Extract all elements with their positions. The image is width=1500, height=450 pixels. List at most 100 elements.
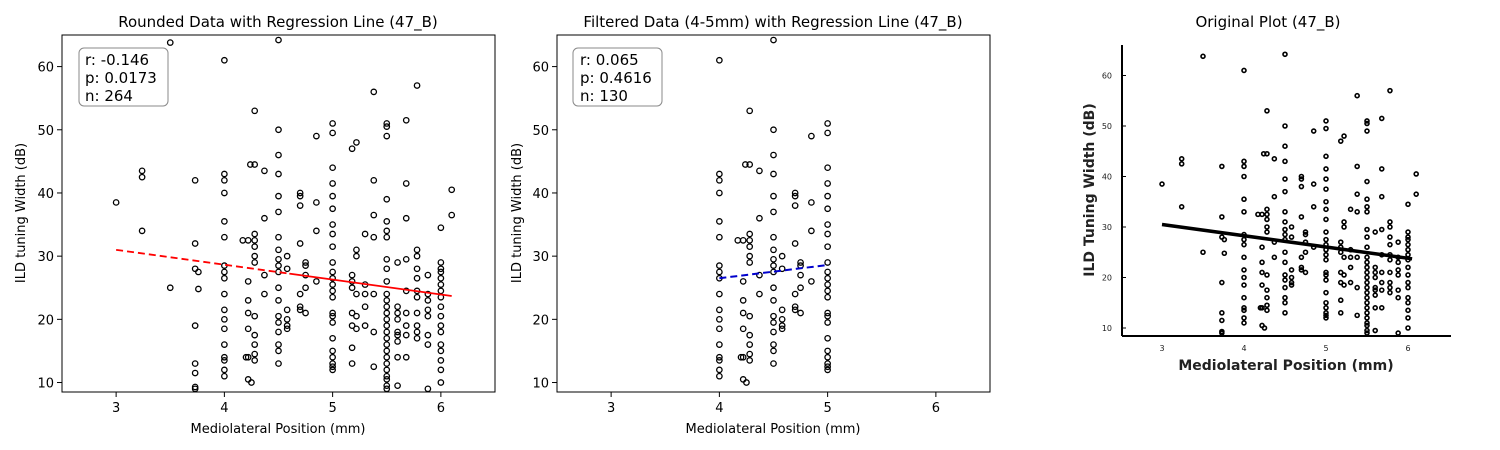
data-point [746, 357, 754, 364]
x-axis-ticks: 3 4 5 6 [607, 392, 940, 416]
data-point [402, 116, 410, 124]
data-point [1282, 123, 1288, 129]
data-point [1219, 279, 1225, 286]
data-point [413, 334, 421, 342]
y-tick-label: 30 [1102, 223, 1112, 232]
x-tick-label: 5 [328, 401, 336, 416]
data-point [437, 322, 445, 330]
data-point [746, 252, 754, 260]
data-point [348, 344, 356, 352]
data-point [1264, 216, 1270, 223]
data-point [348, 271, 356, 279]
data-point [746, 230, 754, 238]
data-point [275, 360, 282, 367]
data-point [370, 290, 378, 298]
data-point [383, 290, 391, 298]
y-tick-label: 20 [532, 313, 549, 328]
data-point [1364, 304, 1370, 311]
data-point [1241, 320, 1247, 326]
data-point [283, 325, 291, 333]
data-point [251, 350, 259, 358]
stat-r: r: 0.065 [580, 51, 639, 69]
data-point [1364, 320, 1370, 326]
data-point [437, 328, 445, 336]
data-point [1271, 193, 1278, 200]
data-point [313, 132, 320, 140]
data-point [1378, 226, 1385, 233]
data-point [1323, 312, 1329, 319]
data-point [1323, 269, 1329, 276]
data-point [791, 202, 799, 209]
data-point [191, 360, 199, 367]
data-point [824, 293, 831, 301]
data-point [329, 293, 336, 301]
data-point [1364, 299, 1370, 306]
data-point [791, 240, 799, 247]
data-point [383, 255, 391, 263]
x-axis-label: Mediolateral Position (mm) [686, 422, 861, 437]
x-tick-label: 6 [932, 401, 940, 416]
data-point [778, 315, 786, 323]
data-point [1354, 92, 1360, 99]
data-point [1259, 211, 1265, 218]
data-point [756, 167, 763, 175]
data-point [716, 56, 723, 64]
data-point [746, 259, 754, 266]
data-point [383, 376, 391, 383]
y-tick-label: 20 [37, 313, 54, 328]
data-point [437, 281, 445, 288]
data-point [1323, 299, 1329, 306]
y-tick-label: 10 [37, 377, 54, 392]
data-point [1241, 254, 1247, 261]
data-point [221, 357, 228, 364]
data-point [437, 366, 445, 374]
data-point [329, 243, 336, 251]
data-point [1264, 302, 1270, 309]
data-point [1264, 206, 1270, 213]
data-point [1264, 108, 1270, 114]
data-point [166, 284, 174, 292]
data-point [1364, 226, 1370, 233]
data-point [1219, 310, 1225, 316]
data-point [1372, 304, 1378, 311]
data-point [1364, 264, 1370, 271]
data-point [413, 252, 421, 260]
y-axis-label: ILD Tuning Width (dB) [1082, 103, 1098, 277]
data-point [791, 303, 799, 311]
data-point [394, 303, 401, 311]
data-point [1159, 181, 1165, 187]
data-point [402, 322, 410, 330]
data-point [1387, 284, 1393, 291]
data-point [770, 246, 777, 254]
data-point [1282, 51, 1288, 58]
data-point [824, 353, 831, 361]
x-axis-ticks: 3 4 5 6 [112, 392, 445, 416]
data-point [1264, 294, 1270, 301]
data-point [296, 240, 304, 247]
data-point [1364, 118, 1370, 124]
data-point [296, 189, 304, 197]
data-point [797, 259, 804, 266]
data-point [221, 56, 228, 64]
data-point [251, 237, 259, 244]
data-point [746, 350, 754, 358]
data-point [353, 312, 360, 320]
data-point [1241, 241, 1247, 248]
data-point [244, 237, 252, 244]
data-point [791, 192, 799, 200]
data-point [1405, 299, 1411, 306]
data-point [824, 281, 831, 288]
data-point [1372, 287, 1378, 293]
regression-segment-solid [289, 272, 452, 297]
data-point [1364, 196, 1370, 203]
data-point [1288, 267, 1295, 273]
data-point [329, 259, 336, 266]
data-point [742, 161, 749, 168]
data-point [1354, 191, 1360, 197]
data-point [424, 306, 432, 314]
chart-title: Filtered Data (4-5mm) with Regression Li… [583, 13, 962, 32]
data-point [778, 325, 786, 333]
data-point [348, 360, 356, 367]
data-point [244, 309, 252, 317]
